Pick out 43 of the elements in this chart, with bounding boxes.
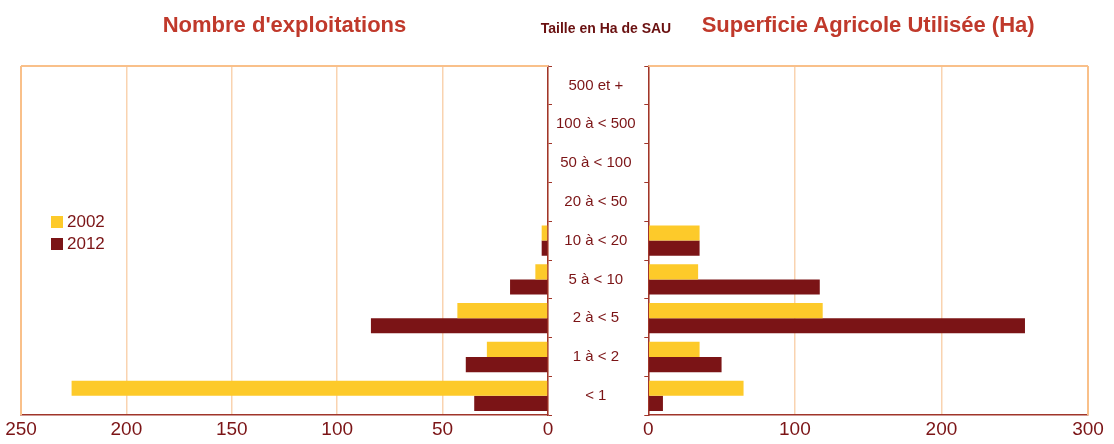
y-tick-label: 2 à < 5 (572, 308, 619, 326)
x-tick-label: 200 (110, 417, 143, 439)
bar (71, 380, 548, 396)
bar (649, 318, 1025, 334)
x-tick-label: 200 (925, 417, 958, 439)
x-tick-label: 100 (321, 417, 354, 439)
x-tick-label: 100 (779, 417, 811, 439)
x-tick-label: 0 (642, 417, 654, 439)
chart-title: Nombre d'exploitations (162, 12, 407, 38)
x-tick-label: 0 (542, 417, 554, 439)
bar (465, 357, 548, 373)
y-axis-title: Taille en Ha de SAU (540, 20, 672, 36)
bar (649, 303, 823, 319)
bar (649, 395, 663, 411)
y-tick-label: 100 à < 500 (555, 114, 636, 132)
bar (474, 395, 548, 411)
y-tick-label: 1 à < 2 (572, 347, 619, 365)
chart-title: Superficie Agricole Utilisée (Ha) (701, 12, 1035, 38)
y-tick-label: 50 à < 100 (560, 153, 632, 171)
bar (649, 380, 744, 396)
bar (486, 341, 548, 357)
bar (649, 264, 699, 280)
x-tick-label: 250 (5, 417, 37, 439)
bar (649, 341, 700, 357)
legend-label: 2012 (67, 233, 105, 254)
bar (510, 279, 548, 295)
y-tick-label: < 1 (585, 385, 607, 403)
bar (649, 240, 700, 256)
bar (370, 318, 548, 334)
bar (457, 303, 548, 319)
x-tick-label: 300 (1072, 417, 1104, 439)
bar (649, 357, 722, 373)
bar (649, 225, 700, 241)
bar (535, 264, 548, 280)
y-tick-label: 20 à < 50 (564, 191, 628, 209)
bar (649, 279, 820, 295)
x-tick-label: 50 (432, 417, 454, 439)
y-tick-label: 5 à < 10 (568, 269, 624, 287)
x-tick-label: 150 (215, 417, 248, 439)
bar (541, 225, 548, 241)
y-tick-label: 500 et + (568, 75, 624, 93)
y-tick-label: 10 à < 20 (564, 230, 628, 248)
legend-label: 2002 (67, 211, 105, 232)
